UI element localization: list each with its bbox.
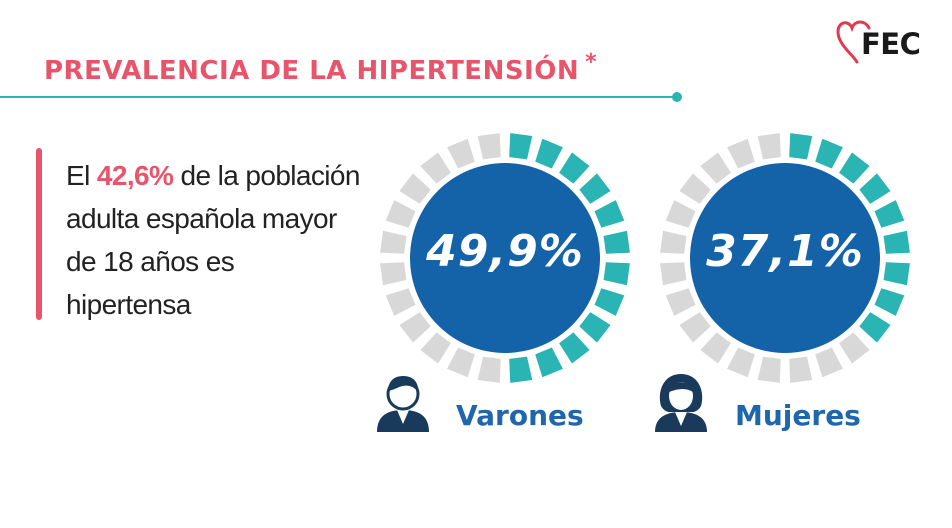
donut-segment-empty [727,138,755,169]
donut-segment-filled [859,173,891,204]
donut-segment-filled [883,262,910,286]
donut-segment-empty [420,152,451,184]
donut-segment-filled [559,332,590,364]
donut-segment-filled [789,133,813,160]
donut-segment-filled [859,312,891,343]
title-asterisk: * [585,50,598,75]
label-mujeres: Mujeres [735,399,861,432]
donut-segment-filled [815,138,843,169]
donut-segment-empty [679,173,711,204]
donut-segment-empty [839,332,870,364]
donut-segment-filled [535,138,563,169]
donut-segment-empty [399,173,431,204]
donut-segment-empty [385,200,416,228]
donut-mujeres [660,133,910,383]
statement-suffix: de la población adulta española mayor de… [66,160,360,320]
prevalence-statement: El 42,6% de la población adulta española… [66,154,366,326]
title-underline [0,96,676,98]
donut-segment-empty [447,138,475,169]
donut-segment-filled [603,262,630,286]
heart-outline-icon [836,20,871,64]
donut-segment-empty [420,332,451,364]
donut-segment-empty [679,312,711,343]
fec-logo: FEC [835,18,935,68]
donut-segment-filled [509,356,533,383]
donut-segment-empty [385,288,416,316]
label-varones: Varones [456,399,584,432]
donut-segment-empty [757,356,781,383]
donut-segment-filled [839,152,870,184]
donut-segment-empty [789,356,813,383]
donut-segment-filled [579,312,611,343]
donut-segment-empty [700,332,731,364]
page-title: PREVALENCIA DE LA HIPERTENSIÓN * [44,50,597,86]
donut-segment-filled [874,200,905,228]
donut-segment-empty [757,133,781,160]
donut-segment-filled [509,133,533,160]
title-text: PREVALENCIA DE LA HIPERTENSIÓN [44,56,580,86]
donut-segment-filled [559,152,590,184]
title-underline-dot [672,92,682,102]
logo-text: FEC [861,27,921,61]
donut-segment-filled [883,230,910,254]
donut-segment-empty [380,262,407,286]
donut-segment-filled [603,230,630,254]
donut-varones [380,133,630,383]
donut-segment-empty [447,347,475,378]
statement-accent-bar [36,148,42,320]
statement-prefix: El [66,160,97,191]
donut-segment-empty [700,152,731,184]
donut-segment-filled [535,347,563,378]
donut-segment-empty [660,230,687,254]
donut-segment-empty [815,347,843,378]
value-label-varones: 49,9% [426,226,584,277]
donut-segment-empty [665,200,696,228]
donut-segment-empty [380,230,407,254]
donut-segment-empty [665,288,696,316]
man-avatar-icon [377,376,429,432]
statement-highlight: 42,6% [96,160,174,191]
donut-segment-empty [477,356,501,383]
value-label-mujeres: 37,1% [706,226,864,277]
donut-segment-filled [579,173,611,204]
donut-segment-empty [660,262,687,286]
donut-segment-empty [727,347,755,378]
donut-segment-filled [874,288,905,316]
woman-avatar-icon [655,374,707,432]
donut-segment-filled [594,200,625,228]
donut-segment-empty [477,133,501,160]
donut-center-circle [410,163,600,353]
donut-segment-filled [594,288,625,316]
donut-segment-empty [399,312,431,343]
donut-center-circle [690,163,880,353]
